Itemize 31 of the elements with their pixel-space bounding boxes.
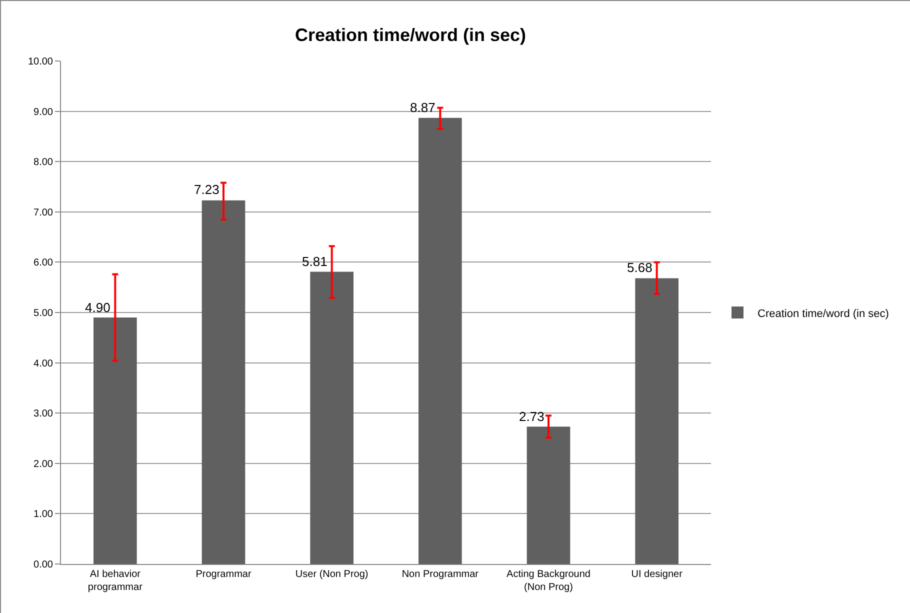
data-label: 5.81: [302, 254, 328, 269]
data-label: 2.73: [519, 409, 544, 424]
y-tick-label: 4.00: [34, 358, 54, 370]
bar: [526, 426, 570, 564]
y-tick-label: 3.00: [34, 408, 54, 420]
bar: [202, 200, 246, 564]
y-tick-label: 8.00: [34, 157, 54, 168]
y-tick-label: 1.00: [34, 509, 54, 520]
data-label: 4.90: [85, 300, 110, 315]
bar: [418, 118, 462, 564]
x-tick-label: Programmar: [196, 569, 252, 580]
x-tick-label: Acting Background (Non Prog): [506, 569, 590, 593]
y-tick-label: 5.00: [34, 308, 54, 319]
legend-label: Creation time/word (in sec): [758, 308, 889, 320]
data-label: 7.23: [194, 182, 220, 197]
y-tick-label: 2.00: [34, 458, 54, 470]
bar: [94, 318, 137, 564]
bar: [310, 272, 354, 564]
bar: [635, 278, 678, 564]
data-label: 5.68: [627, 260, 652, 275]
x-tick-label: AI behavior programmar: [88, 569, 144, 593]
x-tick-label: User (Non Prog): [295, 569, 368, 580]
chart-title: Creation time/word (in sec): [294, 25, 526, 46]
y-tick-label: 7.00: [34, 207, 54, 218]
x-tick-label: Non Programmar: [402, 569, 480, 580]
data-label: 8.87: [410, 100, 436, 115]
y-tick-label: 9.00: [34, 106, 54, 118]
x-tick-label: UI designer: [631, 569, 684, 580]
y-tick-label: 10.00: [28, 56, 54, 68]
y-tick-label: 0.00: [34, 560, 54, 570]
y-tick-label: 6.00: [34, 258, 54, 269]
